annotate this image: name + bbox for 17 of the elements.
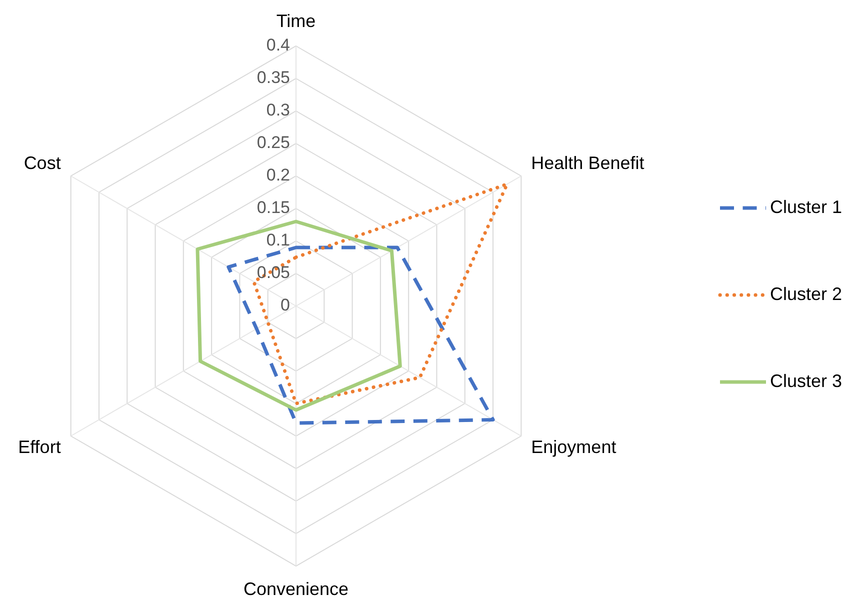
- spoke-label: Health Benefit: [531, 152, 644, 173]
- spoke-label: Time: [276, 10, 316, 31]
- spoke-label: Effort: [18, 436, 61, 457]
- legend-label: Cluster 2: [770, 284, 842, 304]
- y-tick-label: 0: [280, 295, 290, 314]
- y-tick-label: 0.25: [256, 132, 290, 152]
- legend-label: Cluster 3: [770, 370, 842, 391]
- spoke-label: Enjoyment: [531, 436, 616, 457]
- y-tick-label: 0.4: [266, 35, 290, 54]
- y-tick-label: 0.2: [266, 165, 290, 184]
- y-tick-label: 0.35: [256, 68, 290, 87]
- spoke-label: Cost: [24, 152, 61, 173]
- y-tick-label: 0.15: [256, 198, 290, 217]
- y-tick-label: 0.1: [266, 230, 290, 250]
- legend-label: Cluster 1: [770, 196, 842, 217]
- spoke-label: Convenience: [243, 578, 349, 599]
- y-tick-label: 0.3: [266, 100, 290, 120]
